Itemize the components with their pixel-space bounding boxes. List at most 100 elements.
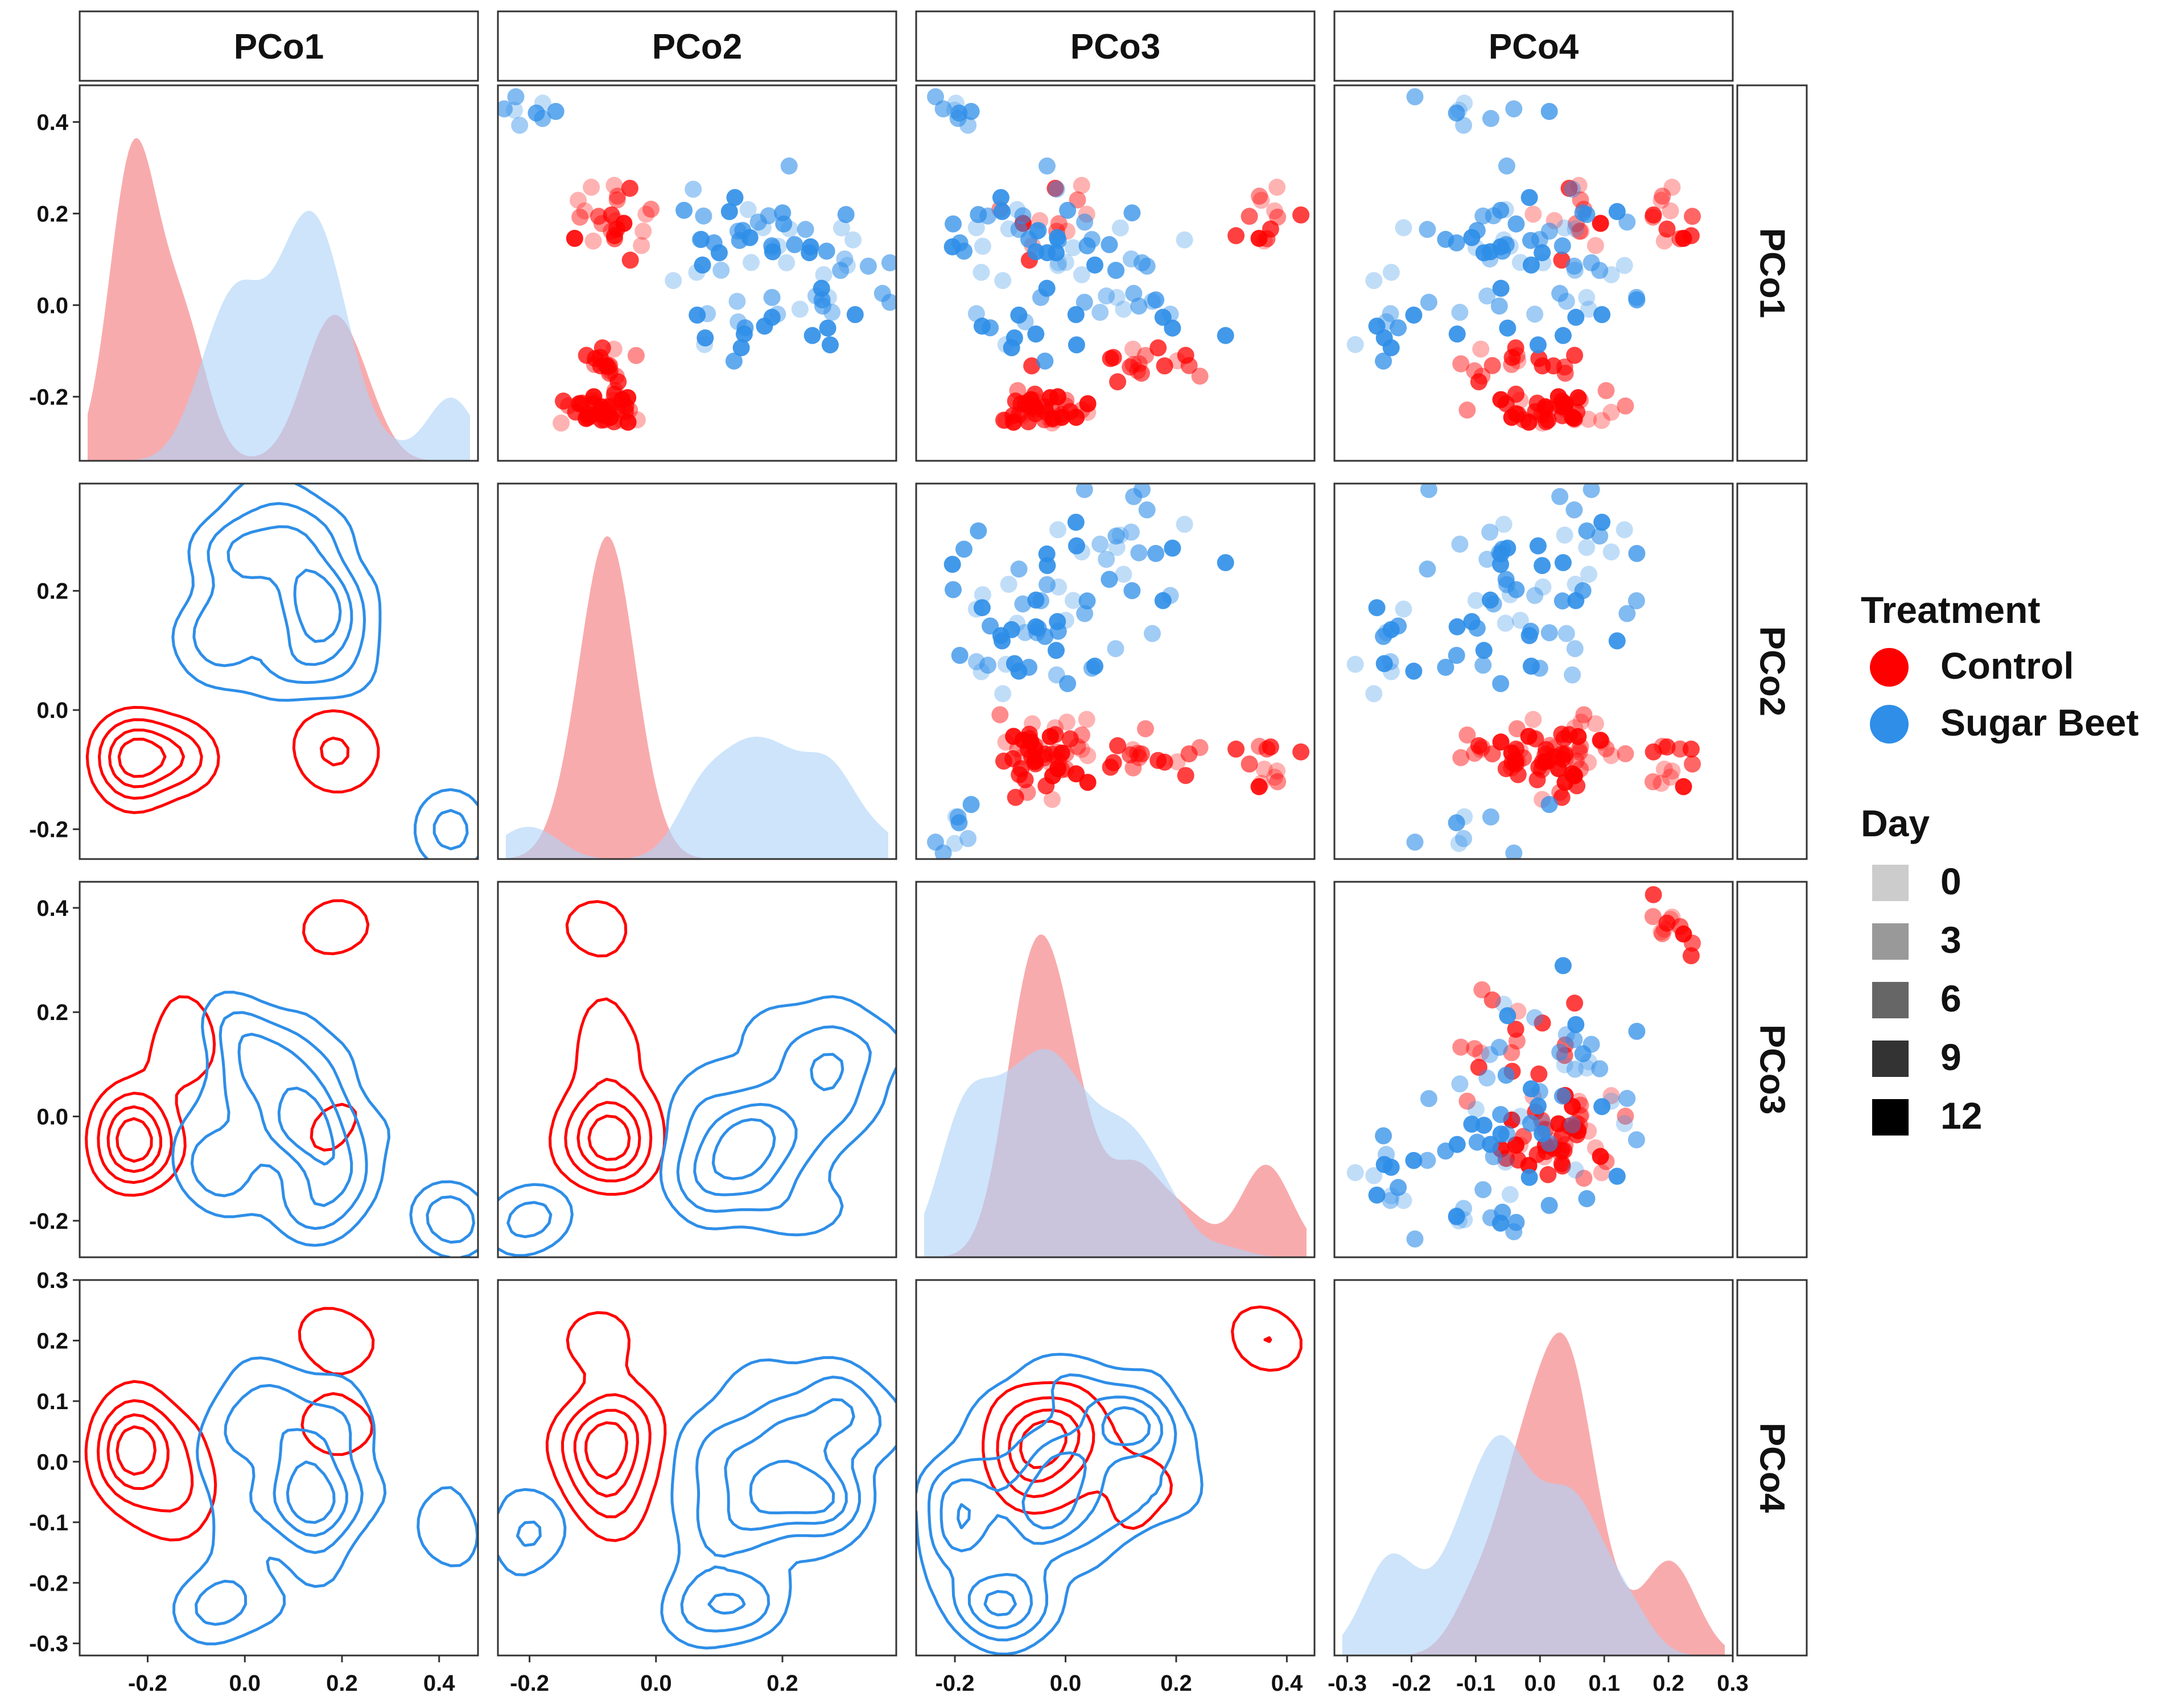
data-point bbox=[1492, 201, 1510, 219]
data-point bbox=[1111, 219, 1129, 237]
contour-level-2 bbox=[564, 1077, 653, 1183]
data-point bbox=[553, 414, 570, 432]
data-point bbox=[1420, 294, 1437, 311]
data-point bbox=[1101, 236, 1118, 253]
data-point bbox=[1490, 1039, 1508, 1056]
y-tick-label: 0.2 bbox=[36, 579, 68, 604]
panel-PCo2-vs-PCo2 bbox=[506, 536, 888, 859]
data-point bbox=[583, 179, 600, 196]
data-point bbox=[1028, 222, 1046, 240]
data-point bbox=[962, 796, 980, 814]
panel-border bbox=[79, 1279, 479, 1657]
data-point bbox=[603, 206, 620, 224]
data-point bbox=[1474, 207, 1492, 225]
data-point bbox=[1566, 767, 1584, 785]
data-point bbox=[739, 201, 757, 218]
data-point bbox=[1482, 1136, 1499, 1153]
data-point bbox=[1467, 592, 1485, 609]
data-point bbox=[1555, 398, 1573, 415]
data-point bbox=[1382, 1192, 1399, 1209]
data-point bbox=[1474, 1181, 1492, 1199]
data-point bbox=[1448, 1207, 1465, 1225]
data-point bbox=[1499, 539, 1517, 557]
x-tick-label: 0.0 bbox=[1524, 1671, 1556, 1696]
x-axis-PCo2: -0.2 0.0 0.2 bbox=[510, 1655, 798, 1696]
contour-level-4 bbox=[117, 737, 167, 778]
data-point bbox=[1554, 957, 1572, 975]
panel-PCo3-vs-PCo4 bbox=[1346, 886, 1701, 1248]
data-point bbox=[555, 393, 572, 410]
x-tick-label: -0.2 bbox=[128, 1671, 167, 1696]
data-point bbox=[1083, 231, 1101, 248]
strip-right-PCo1 bbox=[1736, 84, 1808, 462]
data-point bbox=[1262, 220, 1279, 238]
data-point bbox=[1534, 357, 1551, 375]
data-point bbox=[1526, 587, 1544, 604]
data-point bbox=[1662, 202, 1679, 220]
data-point bbox=[994, 685, 1012, 703]
panel-PCo4-vs-PCo2 bbox=[498, 1311, 896, 1650]
data-point bbox=[1068, 336, 1085, 354]
data-point bbox=[1515, 1128, 1532, 1145]
x-tick-label: -0.2 bbox=[510, 1671, 549, 1696]
legend-key-day bbox=[1872, 1099, 1909, 1136]
data-point bbox=[697, 329, 714, 346]
data-point bbox=[1010, 306, 1028, 324]
data-point bbox=[1365, 272, 1383, 290]
data-point bbox=[633, 237, 650, 254]
y-tick-label: -0.2 bbox=[29, 818, 68, 843]
data-point bbox=[1653, 192, 1670, 209]
data-point bbox=[1524, 711, 1542, 728]
data-point bbox=[637, 205, 655, 223]
data-point bbox=[1448, 104, 1465, 122]
data-point bbox=[1662, 769, 1679, 786]
data-point bbox=[1456, 808, 1473, 825]
data-point bbox=[1468, 1133, 1486, 1151]
data-point bbox=[1505, 100, 1523, 118]
data-point bbox=[1473, 981, 1491, 998]
data-point bbox=[511, 117, 529, 134]
data-point bbox=[1655, 761, 1673, 778]
data-point bbox=[1553, 592, 1571, 610]
data-point bbox=[1494, 1203, 1511, 1221]
data-point bbox=[1616, 257, 1633, 274]
contour-level-4 bbox=[587, 1114, 631, 1161]
x-tick-label: 0.0 bbox=[1050, 1671, 1082, 1696]
data-point bbox=[1567, 1161, 1584, 1179]
data-point bbox=[1079, 395, 1097, 412]
y-tick-label: 0.2 bbox=[36, 1328, 68, 1353]
contour-level-4 bbox=[711, 1118, 776, 1180]
data-point bbox=[1658, 738, 1676, 755]
data-point bbox=[1365, 685, 1383, 703]
data-point bbox=[1497, 614, 1514, 632]
data-point bbox=[1546, 739, 1563, 757]
data-point bbox=[846, 306, 864, 323]
data-point bbox=[1482, 808, 1499, 825]
data-point bbox=[1508, 720, 1526, 737]
data-point bbox=[819, 319, 836, 337]
data-point bbox=[1499, 319, 1517, 337]
panel-border bbox=[1333, 881, 1734, 1258]
data-point bbox=[1509, 352, 1527, 370]
points-sugar-beet bbox=[1346, 88, 1646, 370]
density-sugar-beet bbox=[1342, 1435, 1725, 1655]
x-tick-label: 0.4 bbox=[1271, 1671, 1303, 1696]
y-tick-label: 0.2 bbox=[36, 201, 68, 226]
data-point bbox=[1538, 413, 1555, 431]
data-point bbox=[1499, 1007, 1517, 1025]
data-point bbox=[994, 632, 1011, 650]
panel-border bbox=[915, 1279, 1316, 1657]
data-point bbox=[1044, 791, 1061, 808]
points-control bbox=[1452, 886, 1701, 1187]
data-point bbox=[1497, 201, 1514, 218]
strip-right-PCo4 bbox=[1736, 1279, 1808, 1657]
y-tick-label: -0.3 bbox=[29, 1632, 68, 1657]
strip-label: PCo2 bbox=[1753, 626, 1792, 716]
data-point bbox=[1109, 737, 1127, 754]
density-control bbox=[88, 138, 470, 461]
contours-sugar-beet bbox=[171, 990, 478, 1257]
data-point bbox=[1571, 1116, 1588, 1134]
data-point bbox=[1494, 242, 1511, 260]
facet-strips: PCo1 PCo2 PCo3 PCo4 PCo1 PCo2 PCo3 PCo4 bbox=[79, 10, 1808, 1657]
